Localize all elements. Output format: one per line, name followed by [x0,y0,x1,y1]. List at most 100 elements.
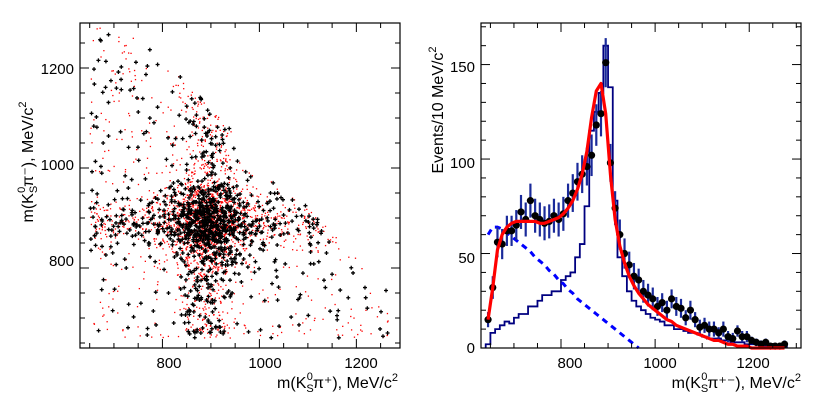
data-point [172,199,177,204]
mc-point [118,92,121,94]
mc-point [188,306,190,309]
data-point [207,330,212,335]
data-point [191,122,196,127]
mc-point [191,171,193,173]
data-point [245,227,250,232]
data-point [181,192,186,197]
mc-point [216,197,218,199]
mc-point [245,232,247,234]
mc-point [97,220,99,222]
data-point [108,78,113,83]
data-point [206,219,211,224]
mc-point [185,183,187,186]
mc-point [158,259,161,261]
mc-point [132,266,134,268]
data-point [217,193,222,198]
data-point [206,285,211,290]
mc-point [194,300,196,303]
mc-point [191,213,193,215]
mc-point [243,228,245,231]
mc-point [200,313,202,315]
mc-point [224,325,226,328]
mc-point [199,329,201,332]
data-point [155,105,160,110]
data-point [199,154,204,159]
data-point [166,290,171,295]
data-point [169,194,174,199]
mc-point [191,205,194,207]
data-point [192,254,197,259]
mc-point [217,192,219,195]
data-point [780,340,789,348]
mc-point [175,228,177,230]
mc-point [196,192,198,194]
mc-point [192,285,194,287]
data-point [199,97,204,102]
mc-point [279,215,281,217]
mc-point [217,269,220,271]
mc-point [180,295,182,297]
mc-point [306,208,308,211]
data-point [172,206,177,211]
mc-point [209,254,211,256]
mc-point [138,287,140,290]
mc-point [223,243,226,245]
data-point [378,326,383,331]
data-point [189,96,194,101]
mc-point [152,209,154,211]
data-point [201,195,206,200]
mc-point [163,223,165,225]
data-point [202,198,207,203]
data-point [206,160,211,165]
mc-point [201,129,203,132]
data-point [131,86,136,91]
mc-point [186,256,188,259]
data-point [197,233,202,238]
mc-point [162,112,164,114]
mc-point [112,290,115,293]
data-point [191,220,196,225]
mc-point [246,201,248,204]
mc-point [261,204,264,207]
mc-point [218,116,220,119]
data-point [231,220,236,225]
mc-point [104,150,106,153]
data-point [154,322,159,327]
data-point [243,211,248,216]
mc-point [288,221,290,224]
data-point [202,276,207,281]
data-point [208,223,213,228]
mc-point [287,228,289,230]
mc-point [200,144,203,146]
mc-point [207,185,210,187]
mc-point [211,174,213,177]
data-point [98,38,103,43]
mc-point [209,336,211,338]
mc-point [177,224,179,227]
mc-point [281,231,283,233]
data-point [306,313,311,318]
mc-point [172,142,175,144]
data-point [209,230,214,235]
data-point [172,255,177,260]
mc-point [213,260,215,262]
mc-point [226,161,228,163]
mc-point [172,85,175,88]
mc-point [276,334,279,337]
mc-point [254,215,257,217]
mc-point [178,287,180,289]
mc-point [253,266,256,269]
data-point [186,272,191,277]
data-point [330,272,335,277]
data-point [162,199,167,204]
data-point [363,295,368,300]
mc-point [185,111,187,113]
mc-point [348,256,350,258]
data-point [649,295,657,303]
mc-point [100,112,102,115]
mc-point [265,225,267,228]
mc-point [208,199,210,202]
mc-point [186,316,189,318]
data-point [310,222,315,227]
data-point [194,124,199,129]
